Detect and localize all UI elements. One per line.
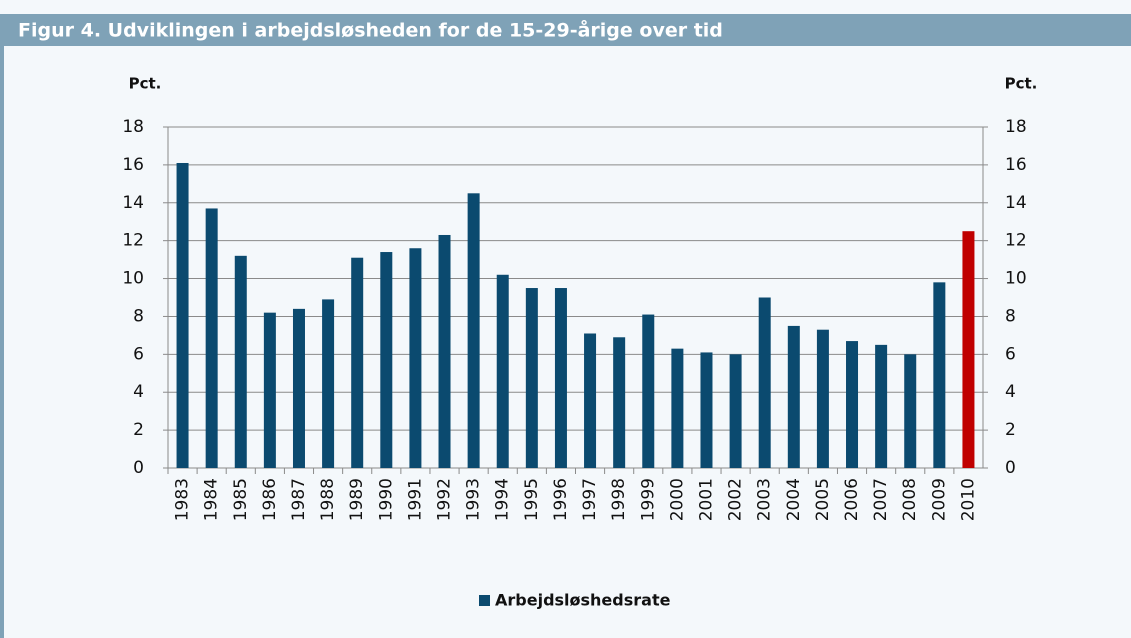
x-tick-label: 1989 <box>347 478 367 521</box>
y-tick-label: 2 <box>133 420 144 440</box>
x-tick-label: 1998 <box>609 478 629 521</box>
x-tick-label: 1984 <box>202 478 222 521</box>
x-tick-label: 2000 <box>667 478 687 521</box>
x-tick-label: 1985 <box>231 478 251 521</box>
bar <box>816 329 829 468</box>
x-tick-label: 2010 <box>958 478 978 521</box>
x-tick-label: 2009 <box>929 478 949 521</box>
x-tick-label: 1994 <box>493 478 513 521</box>
x-tick-label: 2008 <box>900 478 920 521</box>
bar <box>234 255 247 468</box>
bar <box>292 308 305 468</box>
x-tick-label: 1996 <box>551 478 571 521</box>
bar <box>380 252 393 468</box>
bar <box>613 337 626 468</box>
y-tick-label: 12 <box>122 231 144 251</box>
y-tick-label: 8 <box>133 306 144 326</box>
header-bar <box>0 14 1131 46</box>
y2-tick-label: 10 <box>1005 269 1027 289</box>
bar <box>962 231 975 468</box>
y2-tick-label: 2 <box>1005 420 1016 440</box>
bar <box>176 162 189 468</box>
x-tick-label: 2004 <box>784 478 804 521</box>
bar <box>496 274 509 468</box>
y2-tick-label: 18 <box>1005 117 1027 137</box>
bar <box>671 348 684 468</box>
x-tick-label: 1999 <box>638 478 658 521</box>
bar <box>584 333 597 468</box>
bar <box>729 354 742 468</box>
chart-title: Figur 4. Udviklingen i arbejdsløsheden f… <box>18 18 723 42</box>
x-tick-label: 1987 <box>289 478 309 521</box>
bar <box>351 257 364 468</box>
x-tick-label: 1988 <box>318 478 338 521</box>
bar <box>322 299 335 468</box>
x-tick-label: 1993 <box>464 478 484 521</box>
y2-axis-label: Pct. <box>1005 75 1038 93</box>
y-tick-label: 18 <box>122 117 144 137</box>
legend-label: Arbejdsløshedsrate <box>495 591 671 610</box>
y2-tick-label: 14 <box>1005 193 1027 213</box>
x-tick-label: 1983 <box>173 478 193 521</box>
x-tick-label: 1995 <box>522 478 542 521</box>
y2-tick-label: 16 <box>1005 155 1027 175</box>
bar <box>438 234 451 468</box>
x-tick-label: 1992 <box>435 478 455 521</box>
legend-swatch <box>479 595 490 606</box>
bar <box>904 354 917 468</box>
y-axis-label: Pct. <box>129 75 162 93</box>
y2-tick-label: 6 <box>1005 344 1016 364</box>
y-tick-label: 14 <box>122 193 144 213</box>
bar <box>758 297 771 468</box>
x-tick-label: 2003 <box>755 478 775 521</box>
y-tick-label: 16 <box>122 155 144 175</box>
x-tick-label: 2002 <box>726 478 746 521</box>
bar <box>205 208 218 468</box>
y2-tick-label: 12 <box>1005 231 1027 251</box>
bar <box>846 341 859 468</box>
bar <box>467 193 480 469</box>
x-tick-label: 2006 <box>842 478 862 521</box>
x-tick-label: 2005 <box>813 478 833 521</box>
bar <box>787 325 800 468</box>
y-tick-label: 4 <box>133 382 144 402</box>
left-border <box>0 46 4 638</box>
y2-tick-label: 4 <box>1005 382 1016 402</box>
x-tick-label: 1986 <box>260 478 280 521</box>
bar <box>875 344 888 468</box>
bar <box>642 314 655 468</box>
y2-tick-label: 0 <box>1005 458 1016 478</box>
y-tick-label: 10 <box>122 269 144 289</box>
x-tick-label: 2007 <box>871 478 891 521</box>
y2-tick-label: 8 <box>1005 306 1016 326</box>
bar <box>700 352 713 468</box>
bar <box>263 312 276 468</box>
bar <box>554 288 567 468</box>
x-tick-label: 2001 <box>696 478 716 521</box>
y-tick-label: 6 <box>133 344 144 364</box>
x-tick-label: 1997 <box>580 478 600 521</box>
y-tick-label: 0 <box>133 458 144 478</box>
x-tick-label: 1991 <box>405 478 425 521</box>
x-tick-label: 1990 <box>376 478 396 521</box>
bar <box>933 282 946 468</box>
bar <box>525 288 538 468</box>
bar <box>409 248 422 468</box>
